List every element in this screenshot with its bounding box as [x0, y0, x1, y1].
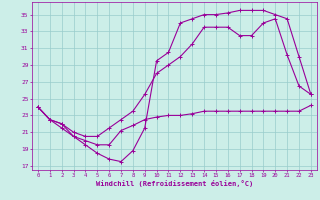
- X-axis label: Windchill (Refroidissement éolien,°C): Windchill (Refroidissement éolien,°C): [96, 180, 253, 187]
